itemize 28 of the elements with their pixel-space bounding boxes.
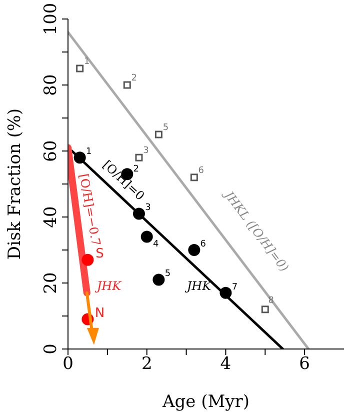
annotation: 7 bbox=[232, 282, 238, 292]
annotation: 1 bbox=[86, 147, 92, 158]
x-axis-title: Age (Myr) bbox=[161, 392, 250, 412]
annotation: 6 bbox=[198, 166, 204, 176]
annotation: JHK bbox=[94, 279, 122, 294]
y-tick-label: 60 bbox=[41, 140, 61, 162]
annotation: 1 bbox=[84, 56, 90, 67]
annotation: N bbox=[94, 306, 105, 321]
annotation: 2 bbox=[131, 73, 138, 84]
y-tick-label: 80 bbox=[41, 74, 61, 96]
annotation: 8 bbox=[268, 296, 274, 306]
x-tick-label: 6 bbox=[299, 354, 310, 374]
annotation: 4 bbox=[152, 239, 159, 250]
y-tick-label: 100 bbox=[41, 2, 61, 36]
annotation: 5 bbox=[164, 269, 171, 280]
y-tick-label: 0 bbox=[41, 344, 61, 354]
y-tick-label: 20 bbox=[41, 272, 61, 294]
annotation: JHK bbox=[184, 279, 212, 294]
y-axis-title: Disk Fraction (%) bbox=[5, 108, 25, 260]
annotation: 3 bbox=[143, 146, 149, 156]
annotation: 3 bbox=[145, 203, 151, 214]
y-tick-label: 40 bbox=[41, 206, 61, 228]
x-tick-label: 4 bbox=[220, 354, 232, 374]
annotation: S bbox=[96, 246, 104, 262]
annotation: 5 bbox=[162, 122, 169, 133]
x-tick-label: 0 bbox=[62, 354, 74, 374]
x-tick-label: 2 bbox=[141, 354, 152, 374]
annotation: 6 bbox=[200, 239, 206, 250]
